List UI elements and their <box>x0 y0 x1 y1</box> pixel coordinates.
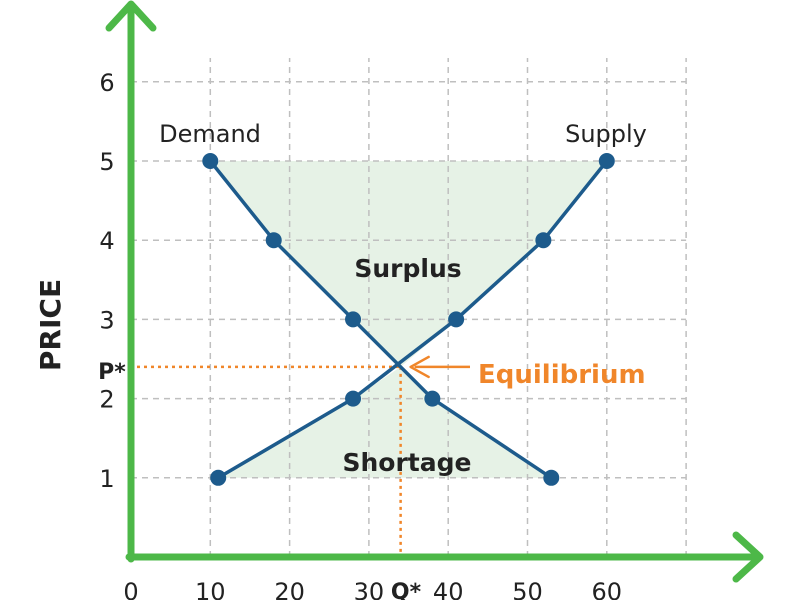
y-tick-label: 1 <box>99 465 114 493</box>
supply-point <box>598 153 615 169</box>
x-tick-label: 10 <box>195 578 226 600</box>
x-tick-label: 20 <box>274 578 305 600</box>
supply-point <box>448 311 465 328</box>
demand-point <box>345 311 362 328</box>
demand-point <box>424 390 441 407</box>
q-star-label: Q* <box>391 580 422 600</box>
demand-point <box>202 153 219 169</box>
demand-point <box>543 469 560 486</box>
y-tick-label: 3 <box>99 306 114 334</box>
x-tick-label: 60 <box>592 578 623 600</box>
supply-point <box>210 469 227 486</box>
equilibrium-label: Equilibrium <box>478 360 646 390</box>
shortage-area <box>218 366 552 478</box>
y-axis-arrowhead <box>105 0 157 32</box>
x-tick-label: 0 <box>123 578 138 600</box>
y-tick-label: 4 <box>99 227 114 255</box>
p-star-label: P* <box>98 360 126 385</box>
supply-point <box>345 390 362 407</box>
y-tick-label: 6 <box>99 69 114 97</box>
supply-point <box>535 232 552 249</box>
supply-label: Supply <box>565 120 647 148</box>
x-axis-arrowhead <box>732 531 764 583</box>
surplus-area <box>210 161 607 367</box>
y-axis-title: PRICE <box>34 279 67 371</box>
shortage-label: Shortage <box>343 448 472 477</box>
y-tick-label: 2 <box>99 386 114 414</box>
surplus-label: Surplus <box>354 254 461 283</box>
demand-point <box>265 232 282 249</box>
x-tick-label: 40 <box>433 578 464 600</box>
y-tick-label: 5 <box>99 148 114 176</box>
x-tick-label: 50 <box>512 578 543 600</box>
x-tick-label: 30 <box>354 578 385 600</box>
demand-label: Demand <box>159 120 261 148</box>
equilibrium-arrow-head <box>409 355 430 379</box>
